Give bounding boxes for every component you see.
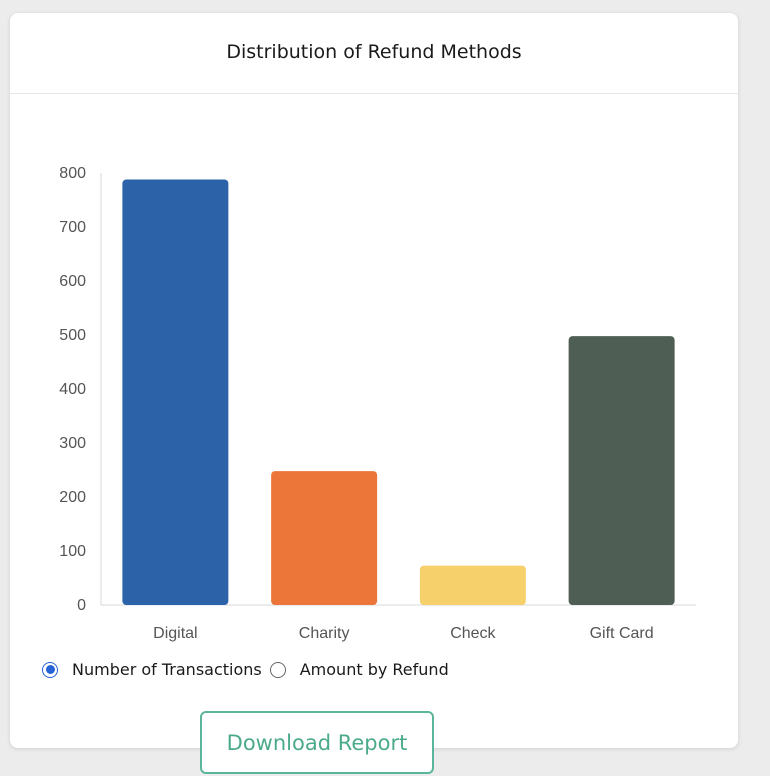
number-of-transactions-radio[interactable] [42,661,58,678]
radio-selected-dot [45,665,55,674]
bar-gift-card [568,336,675,605]
refund-methods-bar-chart: 0 100 200 300 400 500 600 700 800 Digital Charity C… [59,165,696,642]
amount-by-refund-radio[interactable] [269,661,286,678]
y-tick-label: 200 [59,489,86,506]
y-tick-label: 700 [59,219,86,236]
y-tick-label: 100 [59,543,86,560]
x-tick-label: Charity [299,625,350,642]
bar-digital [122,179,229,606]
x-tick-label: Digital [153,625,197,642]
metric-toggle: Number of Transactions Amount by Refund [42,660,457,679]
y-tick-label: 800 [59,165,86,182]
x-tick-label: Gift Card [590,625,654,642]
y-tick-label: 600 [59,273,86,290]
y-tick-label: 0 [77,597,86,614]
card-title: Distribution of Refund Methods [226,41,522,63]
bar-check [419,565,526,605]
y-tick-label: 400 [59,381,86,398]
y-tick-label: 300 [59,435,86,452]
card-header: Distribution of Refund Methods [10,13,738,94]
number-of-transactions-label[interactable]: Number of Transactions [72,660,262,679]
bar-charity [271,471,378,605]
download-report-button[interactable]: Download Report [200,711,434,774]
y-tick-label: 500 [59,327,86,344]
x-tick-label: Check [450,625,496,642]
amount-by-refund-label[interactable]: Amount by Refund [299,660,449,679]
